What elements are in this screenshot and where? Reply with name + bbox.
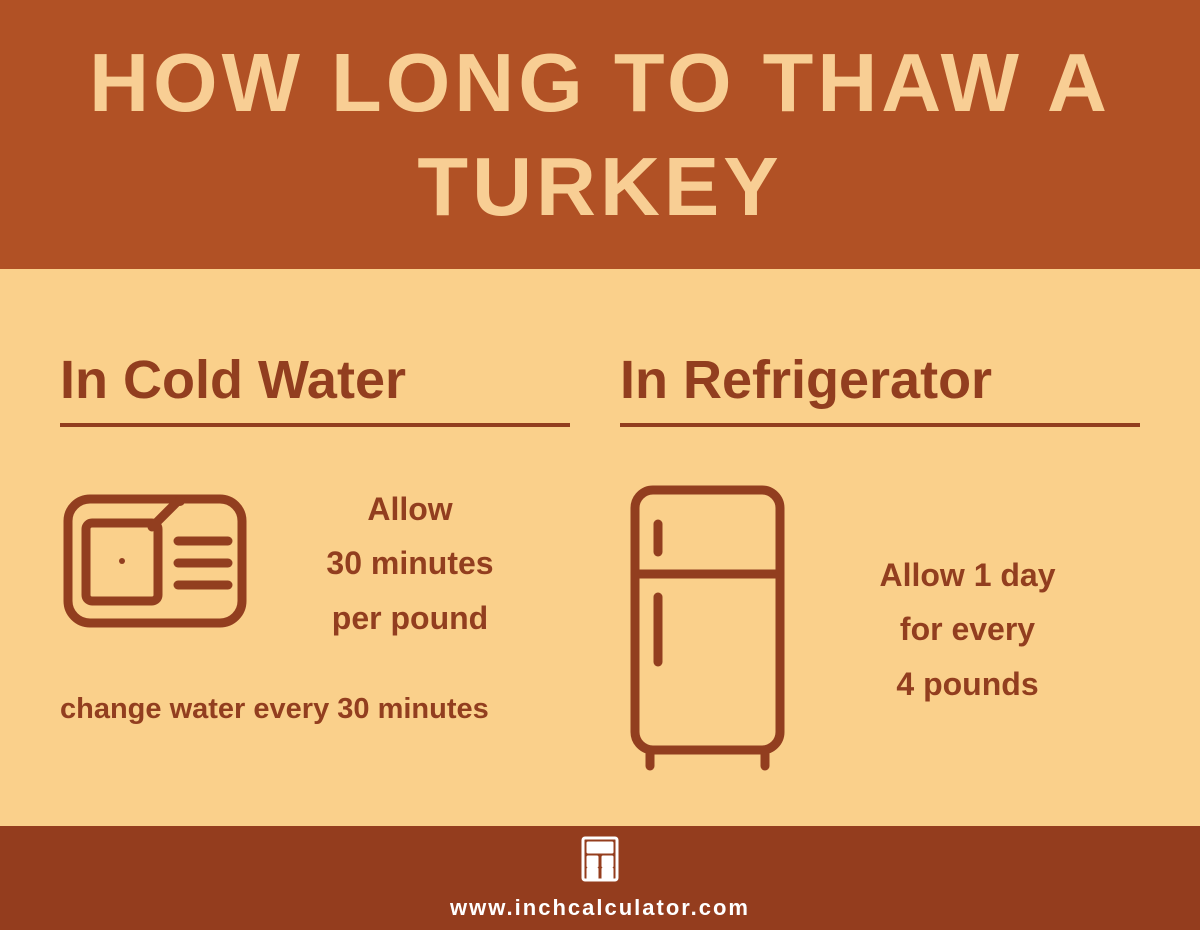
heading-cold-water: In Cold Water <box>60 349 570 423</box>
text-line: for every <box>900 611 1035 647</box>
divider <box>60 423 570 427</box>
text-line: 30 minutes <box>326 545 493 581</box>
text-line: Allow 1 day <box>879 557 1055 593</box>
cold-water-text: Allow 30 minutes per pound <box>250 482 570 645</box>
column-cold-water: In Cold Water All <box>60 349 600 806</box>
text-line: 4 pounds <box>896 666 1038 702</box>
spacer <box>0 269 1200 299</box>
refrigerator-text: Allow 1 day for every 4 pounds <box>795 548 1140 711</box>
divider <box>620 423 1140 427</box>
cold-water-footnote: change water every 30 minutes <box>60 693 570 726</box>
footer-url: www.inchcalculator.com <box>450 895 750 921</box>
text-line: Allow <box>367 491 452 527</box>
header-banner: HOW LONG TO THAW A TURKEY <box>0 0 1200 269</box>
text-line: per pound <box>332 600 488 636</box>
calculator-icon <box>580 836 620 887</box>
refrigerator-row: Allow 1 day for every 4 pounds <box>620 482 1140 777</box>
content-area: In Cold Water All <box>0 299 1200 826</box>
sink-icon <box>60 491 250 636</box>
heading-refrigerator: In Refrigerator <box>620 349 1140 423</box>
column-refrigerator: In Refrigerator Allow 1 day for eve <box>600 349 1140 806</box>
refrigerator-icon <box>620 482 795 777</box>
page-title: HOW LONG TO THAW A TURKEY <box>0 31 1200 239</box>
cold-water-row: Allow 30 minutes per pound <box>60 482 570 645</box>
footer: www.inchcalculator.com <box>0 826 1200 930</box>
